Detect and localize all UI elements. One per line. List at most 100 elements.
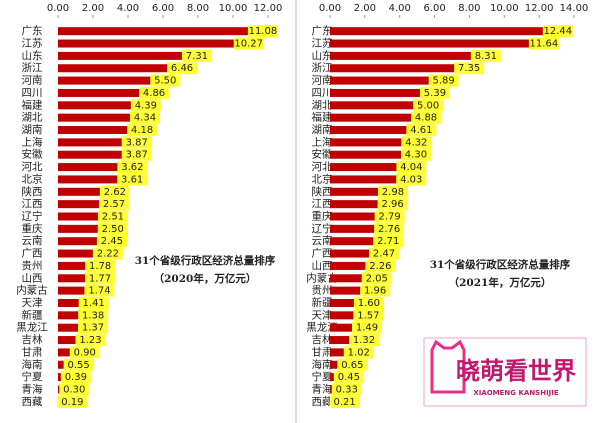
bar <box>58 261 90 270</box>
category-label: 湖北 <box>312 99 333 111</box>
value-label: 0.55 <box>67 360 89 371</box>
value-label-box <box>60 371 91 384</box>
value-label-box <box>411 111 442 124</box>
x-tick-label: 12.00 <box>525 3 554 14</box>
value-label-box <box>85 259 116 272</box>
category-label: 黑龙江 <box>16 321 48 334</box>
x-tick-label: 10.00 <box>490 3 519 14</box>
value-label-box <box>470 49 501 62</box>
x-tick-label: 2.00 <box>82 3 104 14</box>
value-label: 1.02 <box>348 347 370 358</box>
bar <box>330 261 370 270</box>
value-label: 0.21 <box>334 397 356 408</box>
watermark-tagline: XIAOMENG KANSHIJIE <box>473 389 559 397</box>
value-label-box <box>77 321 108 334</box>
x-tick-label: 4.00 <box>117 3 139 14</box>
category-label: 河南 <box>22 74 43 87</box>
value-label-box <box>353 309 384 322</box>
value-label-box <box>247 25 278 38</box>
bar <box>58 51 186 60</box>
bar <box>330 298 358 307</box>
bar <box>58 200 103 209</box>
value-label: 3.87 <box>126 150 148 161</box>
category-label: 陕西 <box>22 185 43 198</box>
value-label-box <box>329 395 360 408</box>
bar <box>330 311 358 320</box>
value-label-box <box>413 99 444 112</box>
category-label: 山东 <box>22 49 43 62</box>
category-label: 江西 <box>22 198 43 210</box>
bar <box>58 348 74 357</box>
value-label: 4.04 <box>400 162 422 173</box>
value-label-box <box>99 185 130 198</box>
category-label: 江苏 <box>22 37 43 50</box>
value-label: 5.50 <box>154 76 176 87</box>
category-label: 江苏 <box>312 37 333 50</box>
bar <box>58 286 89 295</box>
x-tick-label: 6.00 <box>423 3 445 14</box>
x-tick-label: 0.00 <box>319 3 341 14</box>
bar <box>58 323 82 332</box>
category-label: 江西 <box>312 198 333 210</box>
value-label-box <box>117 173 148 186</box>
bar-panel: 0.00 2.00 4.00 6.00 8.00 10.00 12.00 广东 11.08 江苏 1… <box>16 3 282 408</box>
bar <box>330 39 533 48</box>
bar <box>330 200 382 209</box>
bar <box>330 150 405 159</box>
value-label: 2.57 <box>103 199 125 210</box>
value-label-box <box>349 334 380 347</box>
value-label: 0.45 <box>338 372 360 383</box>
category-label: 云南 <box>312 234 333 247</box>
category-label: 吉林 <box>312 333 333 346</box>
value-label-box <box>59 383 90 396</box>
value-label: 3.61 <box>121 174 143 185</box>
category-label: 西藏 <box>312 396 333 408</box>
value-label: 1.57 <box>357 310 379 321</box>
category-label: 吉林 <box>22 333 43 346</box>
bar <box>330 76 433 85</box>
bar <box>330 101 418 110</box>
value-label: 12.44 <box>543 26 572 37</box>
value-label: 0.90 <box>74 347 96 358</box>
value-label: 11.08 <box>249 26 278 37</box>
value-label-box <box>57 395 88 408</box>
value-label-box <box>92 247 123 260</box>
bar <box>58 150 126 159</box>
value-label: 2.79 <box>378 212 400 223</box>
category-label: 陕西 <box>312 185 333 198</box>
bar <box>58 237 101 246</box>
bar <box>58 212 102 221</box>
value-label: 2.62 <box>104 187 126 198</box>
value-label-box <box>528 37 559 50</box>
category-label: 重庆 <box>312 210 333 223</box>
category-label: 贵州 <box>22 259 43 272</box>
value-label-box <box>181 49 212 62</box>
value-label-box <box>139 86 170 99</box>
value-label-box <box>454 62 485 75</box>
value-label-box <box>98 198 129 211</box>
x-tick-label: 0.00 <box>47 3 69 14</box>
value-label: 2.96 <box>381 199 403 210</box>
category-label: 西藏 <box>22 396 43 408</box>
value-label: 1.23 <box>79 335 101 346</box>
bar <box>330 64 459 73</box>
value-label: 1.78 <box>89 261 111 272</box>
category-label: 湖南 <box>312 123 333 136</box>
value-label-box <box>542 25 573 38</box>
bar <box>58 113 134 122</box>
bar <box>58 336 80 345</box>
bar <box>58 298 83 307</box>
value-label: 4.86 <box>143 88 165 99</box>
x-tick-label: 8.00 <box>187 3 209 14</box>
value-label: 4.18 <box>131 125 153 136</box>
value-label-box <box>233 37 264 50</box>
value-label-box <box>365 259 396 272</box>
chart-subtitle: （2021年，万亿元） <box>449 276 552 289</box>
category-label: 天津 <box>312 309 333 321</box>
value-label: 2.05 <box>366 273 388 284</box>
bar <box>330 237 378 246</box>
category-label: 福建 <box>312 111 333 124</box>
chart-title: 31个省级行政区经济总量排序 <box>135 254 276 267</box>
value-label: 7.35 <box>458 63 480 74</box>
bar <box>330 126 411 135</box>
